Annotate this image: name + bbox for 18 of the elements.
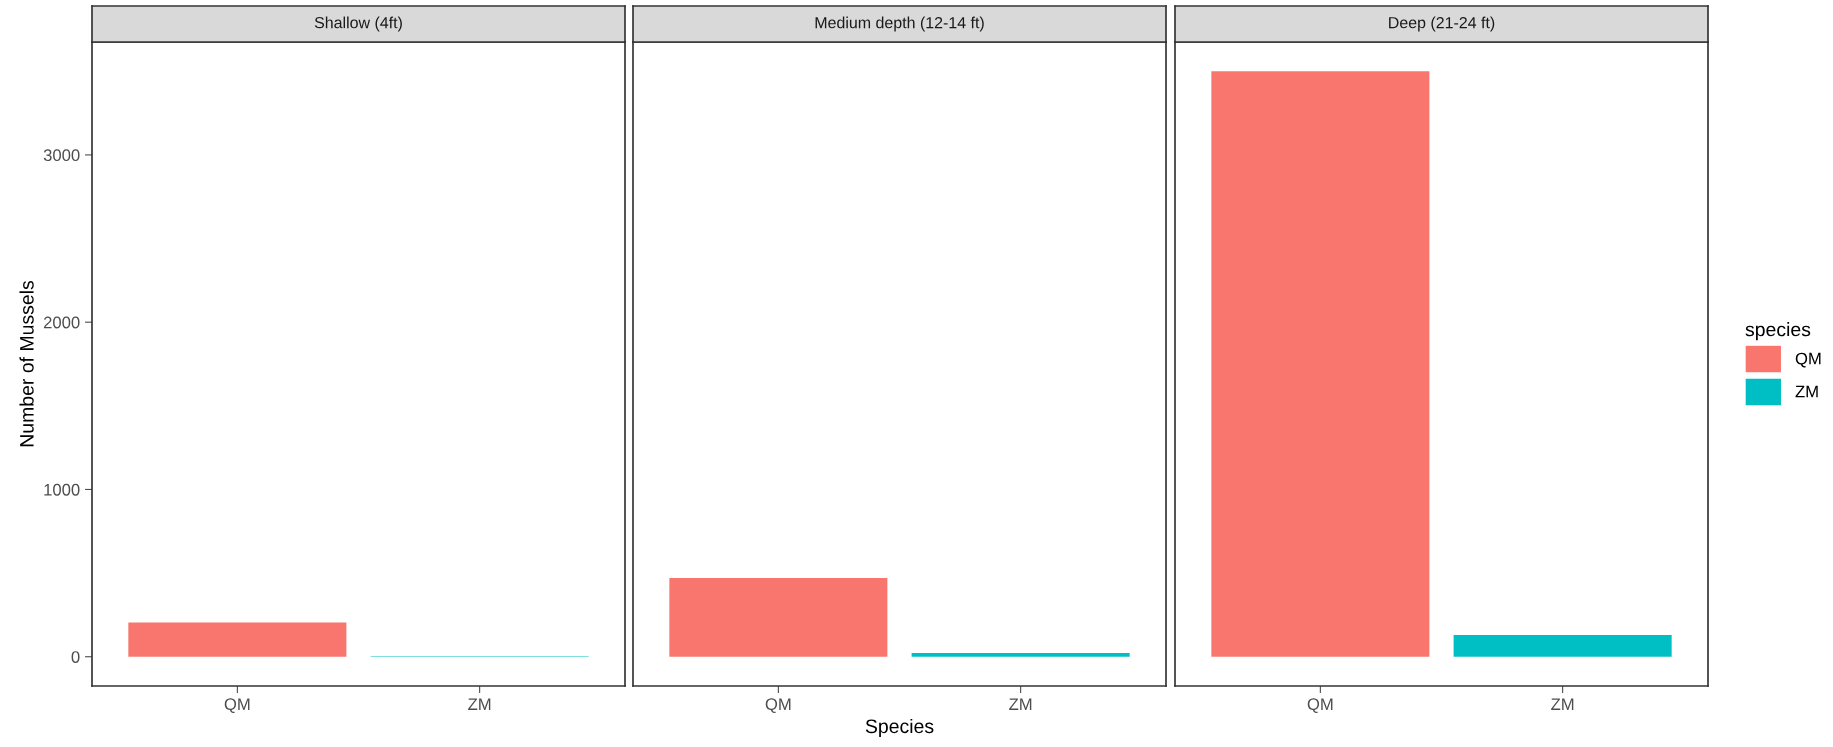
x-tick-label: QM	[765, 698, 791, 714]
legend-label: ZM	[1795, 385, 1818, 398]
y-tick-label: 3000	[43, 149, 80, 162]
legend-title: species	[1745, 322, 1811, 341]
x-tick-label: ZM	[1551, 698, 1574, 710]
x-tick-label: QM	[1307, 698, 1333, 714]
x-tick-label: QM	[224, 698, 250, 714]
y-axis-title: Number of Mussels	[19, 280, 34, 447]
chart-title: Shallow (4ft)	[314, 16, 402, 32]
chart-title: Deep (21-24 ft)	[1389, 16, 1495, 32]
x-tick-label: ZM	[468, 698, 491, 710]
legend-label: QM	[1795, 352, 1821, 368]
y-tick-label: 1000	[44, 483, 80, 496]
x-axis-title: Species	[865, 718, 934, 738]
y-tick-label: 2000	[43, 316, 80, 329]
chart-title: Medium depth (12-14 ft)	[815, 16, 984, 32]
y-tick-label: 0	[71, 651, 80, 663]
x-tick-label: ZM	[1009, 698, 1032, 710]
